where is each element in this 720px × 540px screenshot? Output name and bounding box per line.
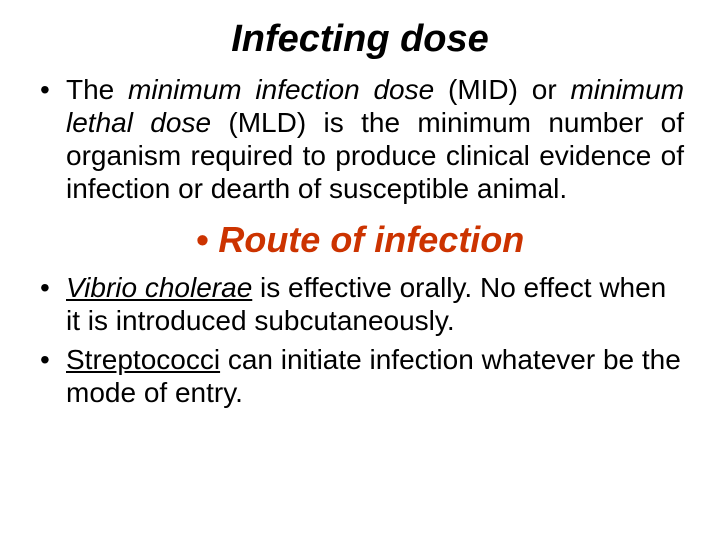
bullet-mark: • (36, 343, 66, 409)
bullet-paragraph-1: • The minimum infection dose (MID) or mi… (36, 73, 684, 205)
section-subtitle: • Route of infection (36, 219, 684, 261)
bullet-mark: • (36, 73, 66, 205)
text-run: (MID) or (434, 74, 570, 105)
subtitle-text: Route of infection (218, 219, 524, 260)
bullet-paragraph-2: • Vibrio cholerae is effective orally. N… (36, 271, 684, 337)
bullet-text: Streptococci can initiate infection what… (66, 343, 684, 409)
text-run: The (66, 74, 128, 105)
bullet-text: The minimum infection dose (MID) or mini… (66, 73, 684, 205)
underline-term-streptococci: Streptococci (66, 344, 220, 375)
bullet-mark: • (36, 271, 66, 337)
bullet-mark: • (196, 219, 209, 260)
italic-term-mid: minimum infection dose (128, 74, 434, 105)
bullet-text: Vibrio cholerae is effective orally. No … (66, 271, 684, 337)
italic-underline-term-vibrio: Vibrio cholerae (66, 272, 252, 303)
page-title: Infecting dose (36, 18, 684, 61)
bullet-paragraph-3: • Streptococci can initiate infection wh… (36, 343, 684, 409)
